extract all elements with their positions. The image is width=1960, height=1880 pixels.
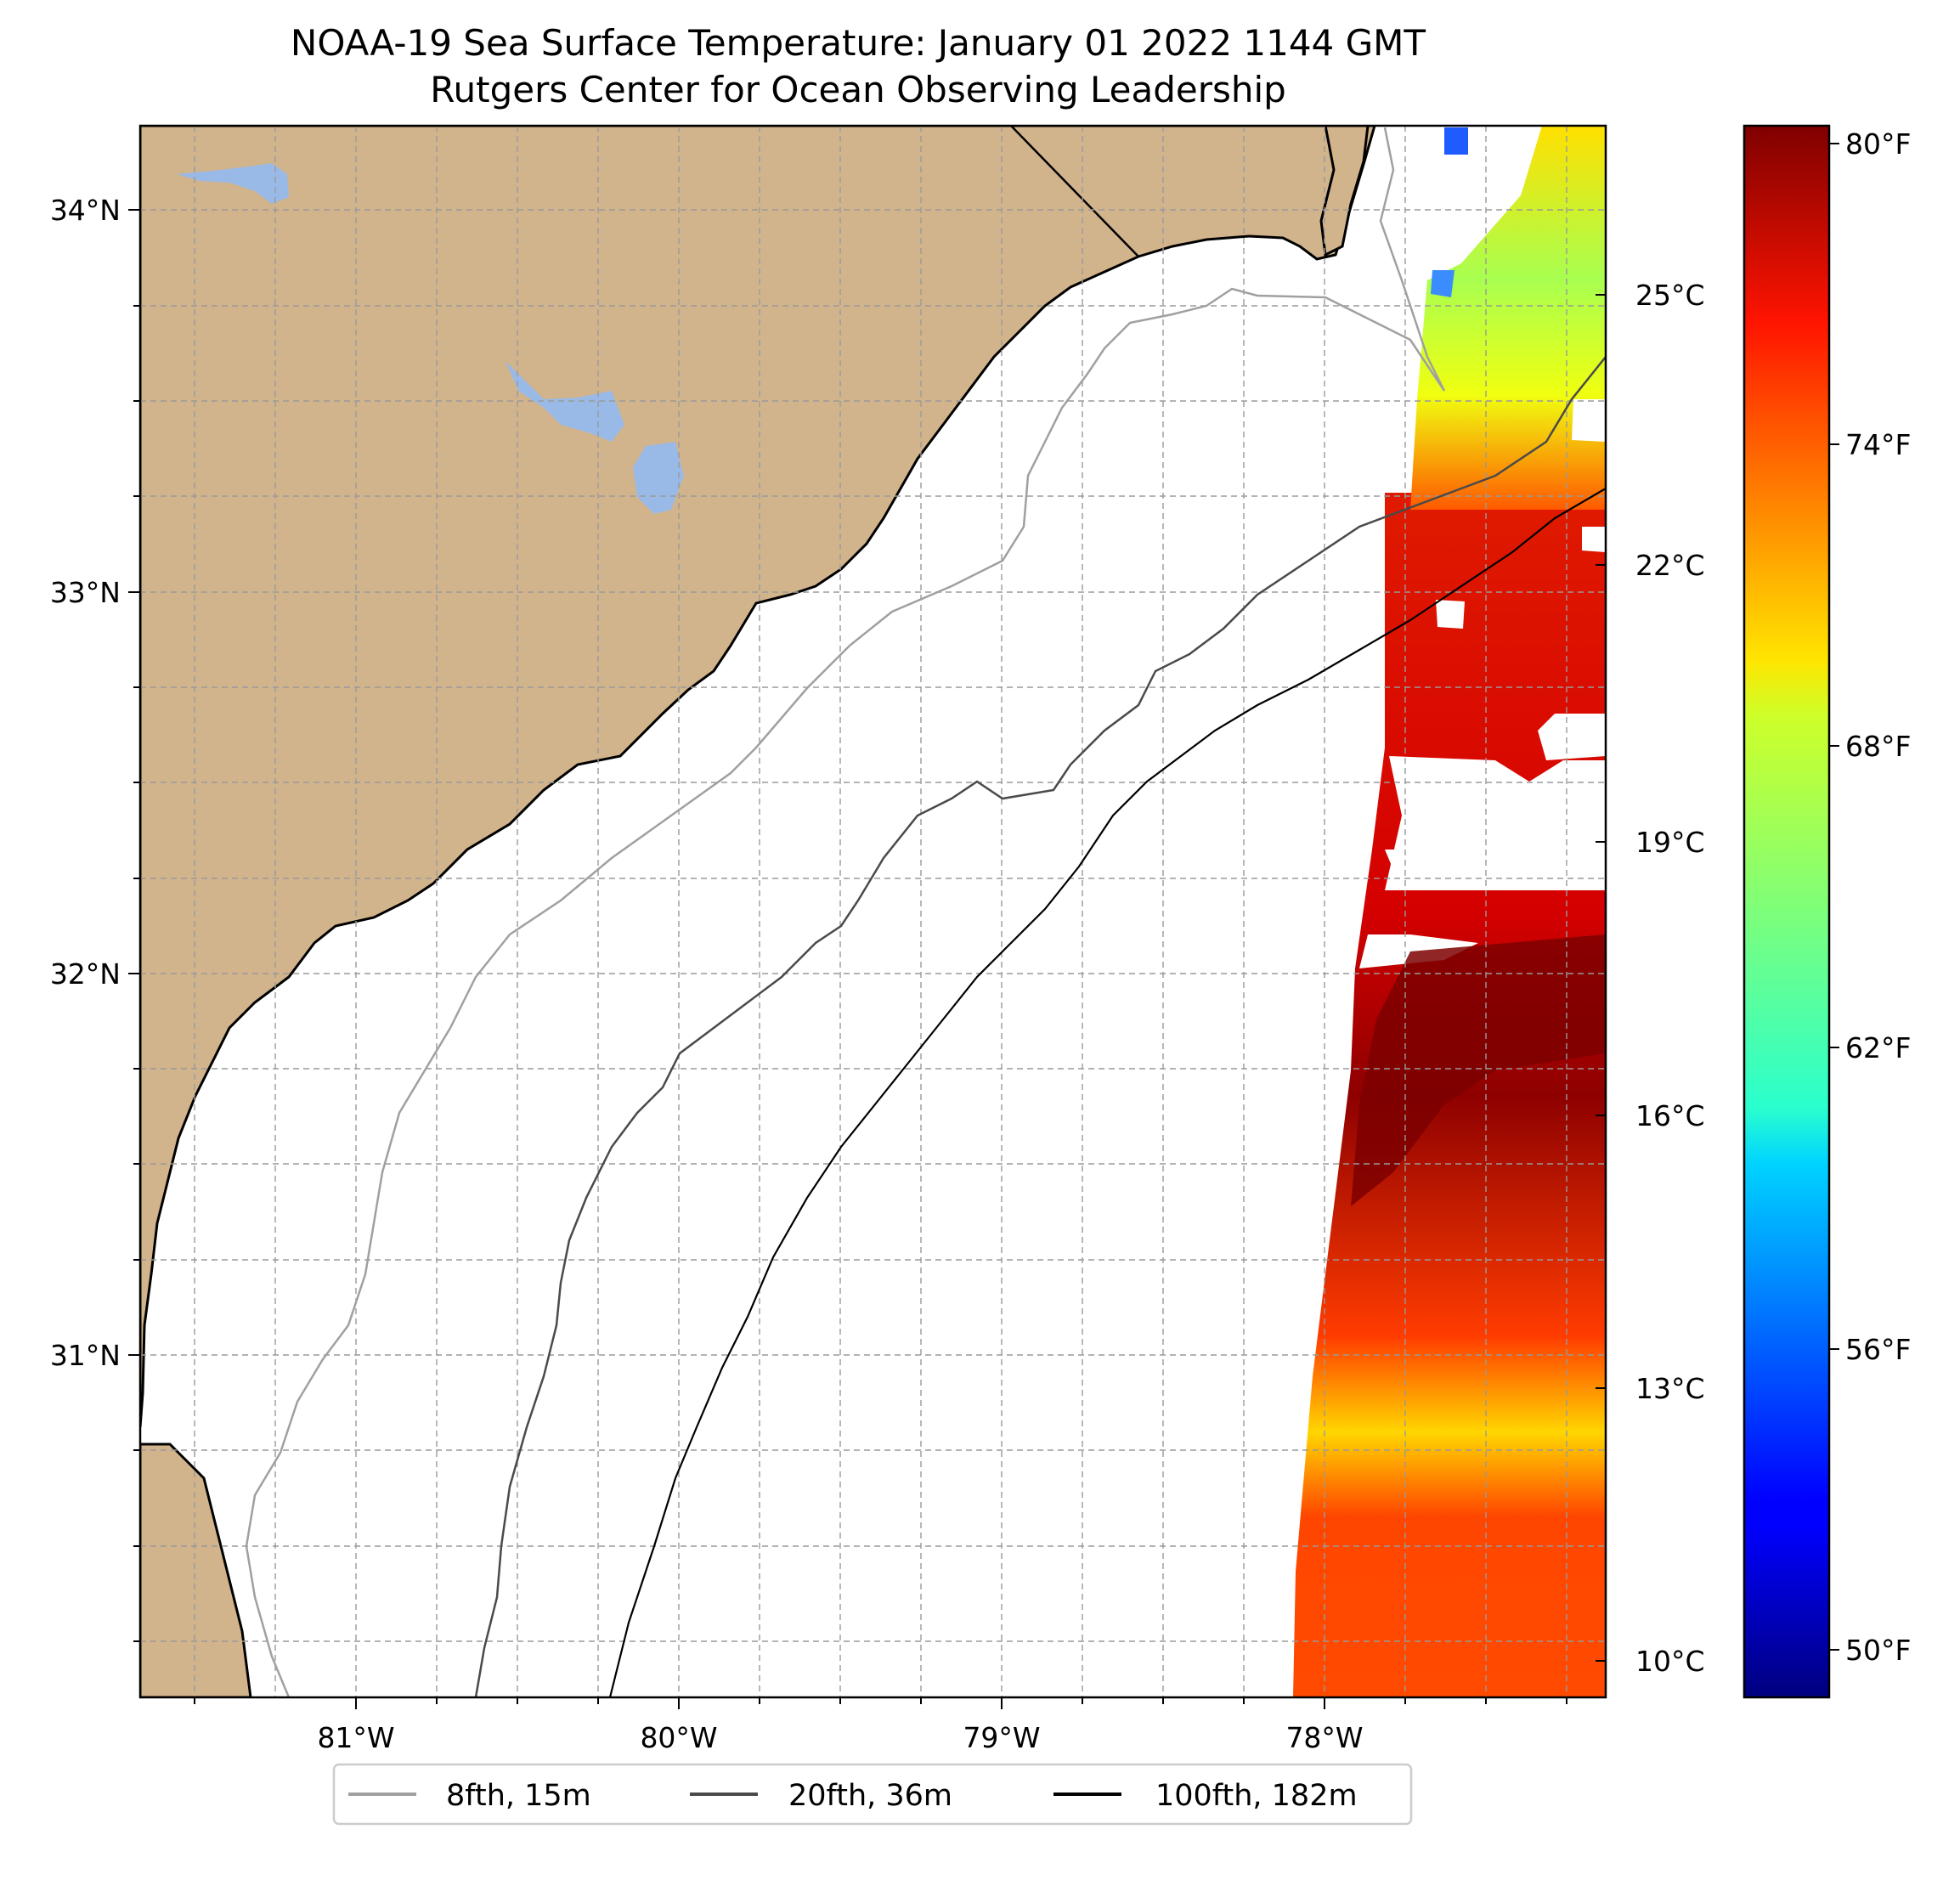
colorbar-f-label: 68°F xyxy=(1845,730,1911,763)
lon-tick-label: 78°W xyxy=(1285,1721,1363,1754)
map-panel xyxy=(140,126,1606,1697)
colorbar-c-label: 16°C xyxy=(1635,1099,1705,1132)
colorbar-c-label: 10°C xyxy=(1635,1645,1705,1678)
colorbar-f-label: 50°F xyxy=(1845,1634,1911,1667)
colorbar-f-label: 80°F xyxy=(1845,127,1911,161)
colorbar-c-label: 13°C xyxy=(1635,1372,1705,1405)
legend: 8fth, 15m 20fth, 36m 100fth, 182m xyxy=(332,1763,1413,1826)
map-frame xyxy=(138,124,1607,1699)
lat-tick-label: 31°N xyxy=(50,1339,121,1372)
lat-tick-label: 32°N xyxy=(50,957,121,991)
colorbar-c-tick-marks xyxy=(1596,294,1606,1662)
colorbar-c-label: 22°C xyxy=(1635,549,1705,582)
colorbar-f-label: 74°F xyxy=(1845,428,1911,461)
lat-tick-label: 34°N xyxy=(50,194,121,227)
lon-tick-label: 79°W xyxy=(963,1721,1040,1754)
lat-tick-label: 33°N xyxy=(50,576,121,609)
sst-warm-core xyxy=(1351,934,1606,1206)
colorbar-c-label: 25°C xyxy=(1635,279,1705,312)
isobath-8fth xyxy=(245,127,1446,1697)
cloud-gaps xyxy=(1359,399,1606,968)
lake-marion xyxy=(506,361,624,442)
colorbar-f-tick-marks xyxy=(1829,143,1839,1651)
colorbar-f-label: 56°F xyxy=(1845,1333,1911,1366)
sst-cold-patch xyxy=(1444,127,1468,155)
sst-swath-north xyxy=(1410,126,1606,510)
sst-cold-patch-2 xyxy=(1431,270,1454,297)
lake-north xyxy=(177,163,289,204)
isobath-100fth xyxy=(608,488,1606,1697)
legend-frame xyxy=(332,1763,1413,1826)
legend-label: 100fth, 182m xyxy=(1155,1779,1358,1813)
isobath-20fth xyxy=(474,356,1606,1697)
colorbar-f-label: 62°F xyxy=(1845,1031,1911,1064)
lon-tick-label: 81°W xyxy=(317,1721,394,1754)
legend-label: 20fth, 36m xyxy=(788,1779,952,1813)
land-north-cape xyxy=(1319,126,1370,257)
title-line-2: Rutgers Center for Ocean Observing Leade… xyxy=(430,69,1286,110)
state-border-line xyxy=(1010,126,1139,257)
gridlines xyxy=(140,126,1606,1697)
lon-tick-marks xyxy=(194,1697,1567,1709)
land-south-segment xyxy=(140,1442,252,1697)
land-mass xyxy=(140,126,1376,1428)
colorbar xyxy=(1743,124,1831,1699)
lon-tick-label: 80°W xyxy=(640,1721,717,1754)
title-line-1: NOAA-19 Sea Surface Temperature: January… xyxy=(291,22,1426,64)
lat-tick-marks xyxy=(128,209,140,1642)
colorbar-c-label: 19°C xyxy=(1635,826,1705,859)
legend-label: 8fth, 15m xyxy=(446,1779,591,1813)
